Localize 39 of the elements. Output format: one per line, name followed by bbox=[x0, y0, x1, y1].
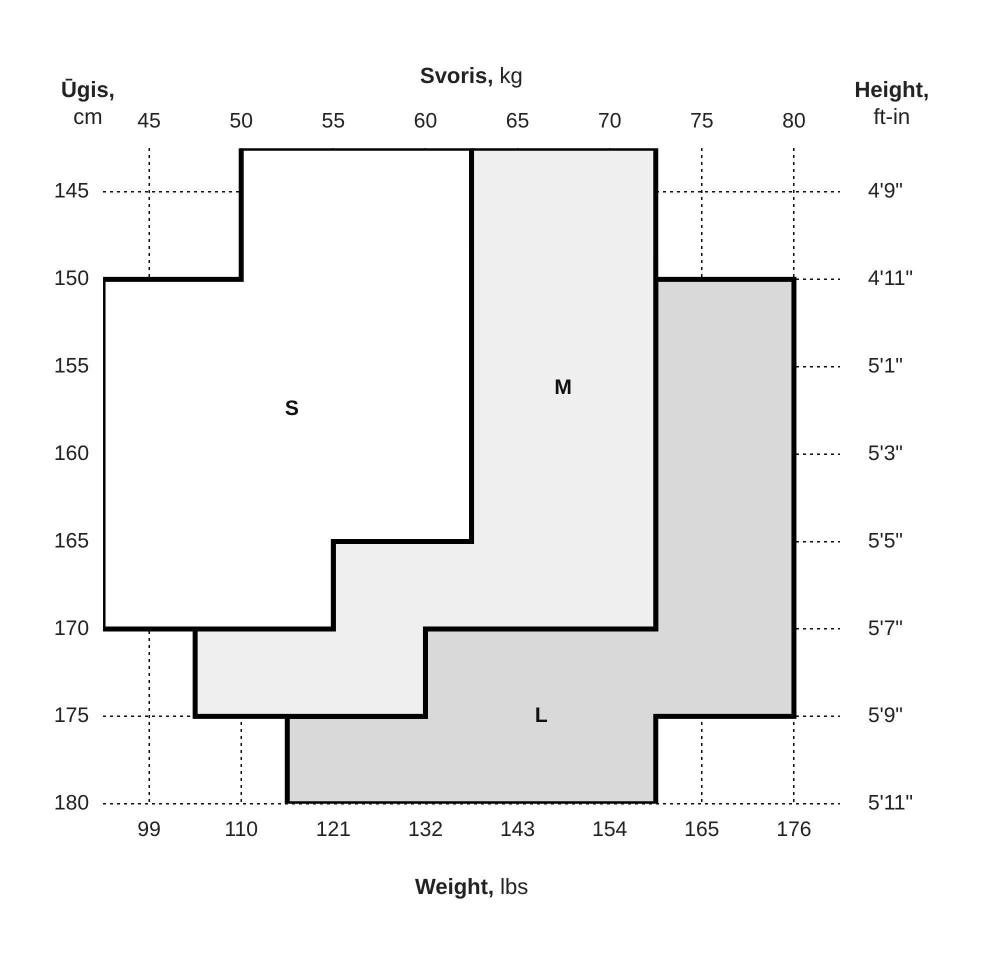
x-tick-label: 75 bbox=[690, 109, 714, 132]
y-axis-title: Ūgis, cm bbox=[61, 76, 115, 130]
series-label: S bbox=[284, 396, 299, 420]
y-tick-label: 180 bbox=[54, 792, 90, 815]
x-tick-label: 60 bbox=[414, 109, 438, 132]
y2-axis-title: Height, ft-in bbox=[854, 76, 930, 130]
y-tick-label: 170 bbox=[54, 616, 90, 640]
x2-axis-title: Weight, lbs bbox=[415, 873, 528, 900]
x2-tick-label: 110 bbox=[224, 818, 258, 842]
x-tick-label: 80 bbox=[782, 109, 806, 132]
x-tick-label: 55 bbox=[322, 109, 346, 132]
x2-tick-label: 99 bbox=[137, 818, 161, 842]
y-tick-label: 155 bbox=[54, 354, 90, 378]
series-label: L bbox=[534, 704, 548, 728]
x-tick-label: 70 bbox=[598, 109, 622, 132]
category-label: 5'3" bbox=[868, 442, 903, 465]
category-label: 5'11" bbox=[868, 792, 913, 815]
x2-tick-label: 165 bbox=[684, 818, 720, 842]
x-axis-title: Svoris, kg bbox=[420, 62, 523, 89]
x-tick-label: 65 bbox=[506, 109, 530, 132]
x2-tick-label: 176 bbox=[776, 818, 812, 842]
series-label: M bbox=[554, 376, 572, 399]
y-tick-label: 160 bbox=[54, 442, 90, 465]
y-tick-label: 150 bbox=[54, 267, 90, 290]
y-tick-label: 145 bbox=[54, 180, 90, 203]
x-tick-label: 45 bbox=[137, 109, 161, 132]
category-label: 5'5" bbox=[868, 529, 903, 552]
x2-tick-label: 132 bbox=[408, 818, 443, 842]
x2-tick-label: 154 bbox=[592, 818, 628, 842]
category-label: 5'1" bbox=[868, 354, 903, 378]
x2-tick-label: 143 bbox=[500, 818, 536, 842]
x2-tick-label: 121 bbox=[316, 818, 351, 842]
category-label: 5'9" bbox=[868, 704, 903, 728]
y-tick-label: 175 bbox=[54, 704, 90, 728]
x-tick-label: 50 bbox=[230, 109, 253, 132]
y-tick-label: 165 bbox=[54, 529, 90, 552]
category-label: 5'7" bbox=[868, 616, 903, 640]
category-label: 4'9" bbox=[868, 180, 903, 203]
category-label: 4'11" bbox=[868, 267, 913, 290]
